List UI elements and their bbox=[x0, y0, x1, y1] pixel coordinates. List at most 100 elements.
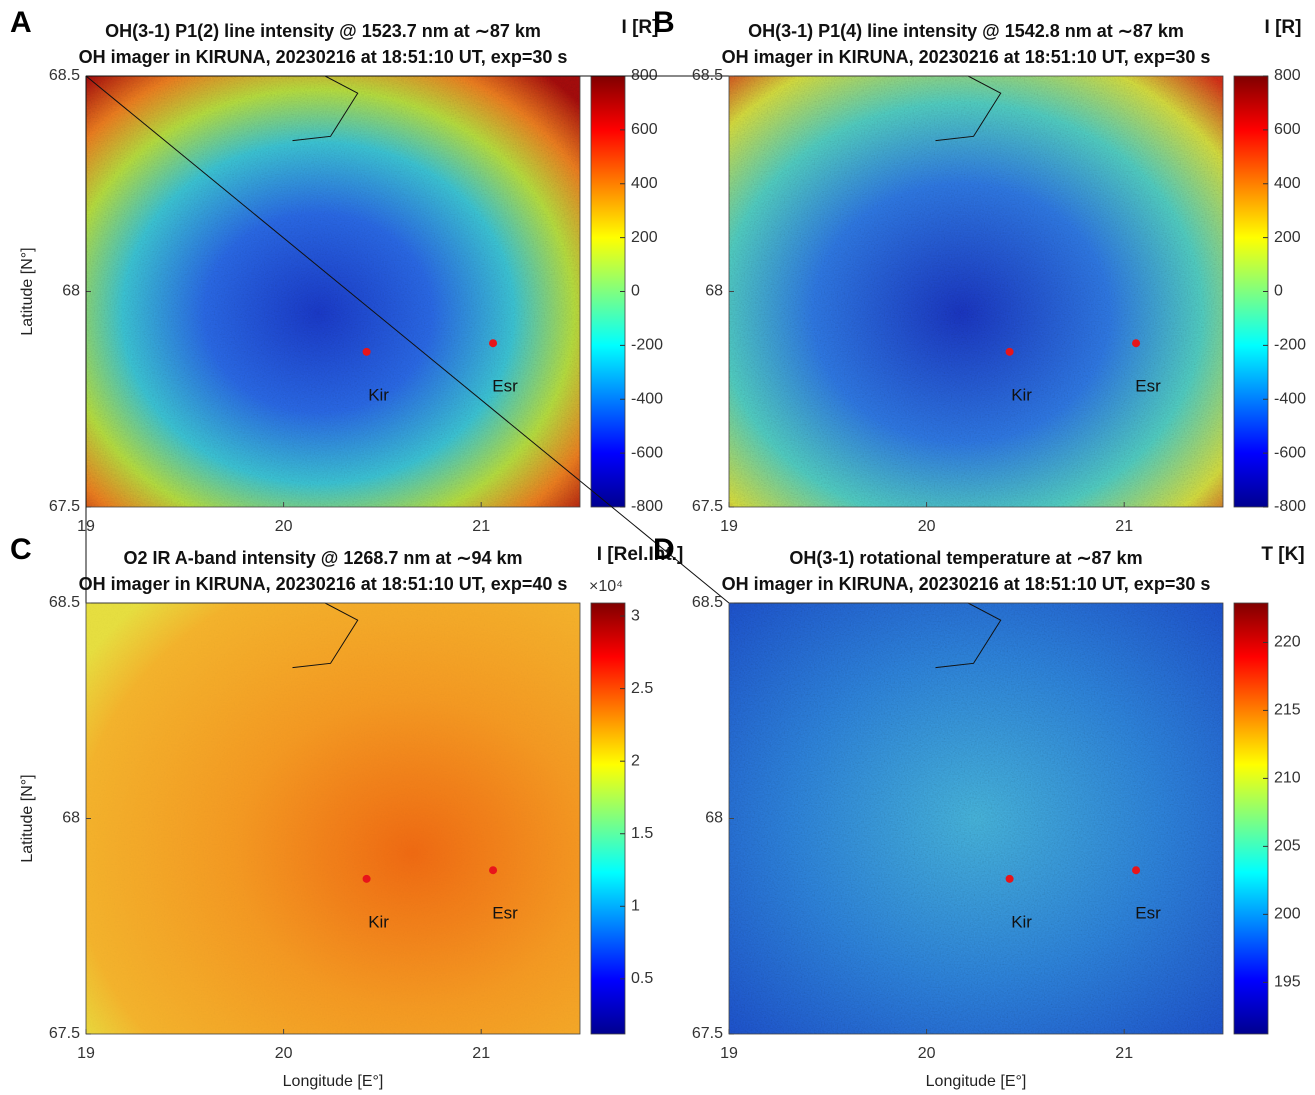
colorbar-tick-label: 0.5 bbox=[631, 970, 653, 987]
field-noise bbox=[729, 76, 1223, 507]
colorbar-tick-label: -600 bbox=[1274, 444, 1306, 461]
site-marker bbox=[1132, 866, 1141, 875]
site-marker bbox=[489, 866, 498, 875]
field-noise bbox=[86, 603, 580, 1034]
x-tick-label: 21 bbox=[1115, 1045, 1133, 1062]
y-tick-label: 68 bbox=[705, 283, 723, 300]
border-line bbox=[86, 75, 1002, 142]
colorbar-tick-label: 0 bbox=[1274, 283, 1283, 300]
site-label: Kir bbox=[1011, 385, 1032, 404]
panel-letter: B bbox=[653, 6, 675, 39]
colorbar bbox=[1233, 602, 1269, 1035]
panel: B OH(3-1) P1(4) line intensity @ 1542.8 n… bbox=[86, 6, 1306, 535]
colorbar-label: T [K] bbox=[1261, 544, 1304, 565]
y-tick-label: 67.5 bbox=[49, 498, 80, 515]
colorbar-tick-label: 1 bbox=[631, 898, 640, 915]
y-tick-label: 68 bbox=[705, 810, 723, 827]
field-noise bbox=[86, 76, 580, 507]
site-marker bbox=[1005, 347, 1014, 356]
panel: C O2 IR A-band intensity @ 1268.7 nm at ∼… bbox=[10, 76, 683, 1090]
site-label: Esr bbox=[492, 377, 518, 396]
y-tick-label: 68.5 bbox=[692, 594, 723, 611]
colorbar-tick-label: -800 bbox=[1274, 498, 1306, 515]
chart-title: OH(3-1) P1(4) line intensity @ 1542.8 nm… bbox=[748, 21, 1184, 41]
chart-title: OH(3-1) P1(2) line intensity @ 1523.7 nm… bbox=[105, 21, 541, 41]
site-marker bbox=[1132, 339, 1141, 348]
colorbar bbox=[590, 602, 626, 1035]
site-label: Esr bbox=[1135, 904, 1161, 923]
panel-letter: C bbox=[10, 533, 32, 566]
colorbar-tick-label: -600 bbox=[631, 444, 663, 461]
colorbar-tick-label: 600 bbox=[1274, 121, 1301, 138]
x-tick-label: 19 bbox=[720, 518, 738, 535]
site-marker bbox=[362, 347, 371, 356]
site-label: Kir bbox=[368, 385, 389, 404]
colorbar-tick-label: 200 bbox=[1274, 229, 1301, 246]
y-tick-label: 67.5 bbox=[692, 498, 723, 515]
x-axis-label: Longitude [E°] bbox=[926, 1073, 1027, 1090]
chart-subtitle: OH imager in KIRUNA, 20230216 at 18:51:1… bbox=[722, 574, 1211, 594]
chart-subtitle: OH imager in KIRUNA, 20230216 at 18:51:1… bbox=[79, 574, 568, 594]
chart-title: O2 IR A-band intensity @ 1268.7 nm at ∼9… bbox=[123, 548, 522, 568]
colorbar-tick-label: 0 bbox=[631, 283, 640, 300]
y-tick-label: 68.5 bbox=[49, 67, 80, 84]
site-marker bbox=[1005, 874, 1014, 883]
site-marker bbox=[362, 874, 371, 883]
site-label: Kir bbox=[368, 912, 389, 931]
colorbar bbox=[1233, 75, 1269, 508]
colorbar-tick-label: 210 bbox=[1274, 770, 1301, 787]
colorbar-scale: ×10⁴ bbox=[589, 578, 623, 595]
colorbar-tick-label: -200 bbox=[631, 337, 663, 354]
y-tick-label: 67.5 bbox=[49, 1025, 80, 1042]
colorbar-tick-label: -400 bbox=[631, 390, 663, 407]
chart-subtitle: OH imager in KIRUNA, 20230216 at 18:51:1… bbox=[722, 47, 1211, 67]
colorbar-tick-label: 400 bbox=[1274, 175, 1301, 192]
colorbar-tick-label: 200 bbox=[631, 229, 658, 246]
x-tick-label: 20 bbox=[918, 518, 936, 535]
colorbar-label: I [R] bbox=[1265, 17, 1302, 38]
y-tick-label: 68 bbox=[62, 283, 80, 300]
border-line bbox=[85, 75, 1002, 669]
field-noise bbox=[729, 603, 1223, 1034]
x-tick-label: 21 bbox=[472, 518, 490, 535]
colorbar-tick-label: 215 bbox=[1274, 702, 1301, 719]
y-tick-label: 68 bbox=[62, 810, 80, 827]
colorbar bbox=[590, 75, 626, 508]
x-tick-label: 21 bbox=[1115, 518, 1133, 535]
panel: A OH(3-1) P1(2) line intensity @ 1523.7 n… bbox=[10, 6, 663, 535]
panel-letter: A bbox=[10, 6, 32, 39]
colorbar-tick-label: 3 bbox=[631, 607, 640, 624]
site-label: Esr bbox=[1135, 377, 1161, 396]
colorbar-tick-label: 600 bbox=[631, 121, 658, 138]
x-tick-label: 20 bbox=[918, 1045, 936, 1062]
panel-letter: D bbox=[653, 533, 675, 566]
colorbar-label: I [R] bbox=[622, 17, 659, 38]
colorbar-tick-label: 2 bbox=[631, 752, 640, 769]
colorbar-tick-label: 800 bbox=[1274, 67, 1301, 84]
colorbar-tick-label: 195 bbox=[1274, 974, 1301, 991]
border-line bbox=[85, 76, 359, 669]
colorbar-label: I [Rel.Int.] bbox=[597, 544, 684, 565]
y-tick-label: 67.5 bbox=[692, 1025, 723, 1042]
colorbar-tick-label: 2.5 bbox=[631, 680, 653, 697]
x-tick-label: 19 bbox=[720, 1045, 738, 1062]
x-axis-label: Longitude [E°] bbox=[283, 1073, 384, 1090]
y-axis-label: Latitude [N°] bbox=[19, 774, 36, 862]
site-marker bbox=[489, 339, 498, 348]
site-label: Esr bbox=[492, 904, 518, 923]
colorbar-tick-label: -200 bbox=[1274, 337, 1306, 354]
y-axis-label: Latitude [N°] bbox=[19, 247, 36, 335]
colorbar-tick-label: 400 bbox=[631, 175, 658, 192]
chart-title: OH(3-1) rotational temperature at ∼87 km bbox=[789, 548, 1142, 568]
colorbar-tick-label: 1.5 bbox=[631, 825, 653, 842]
x-tick-label: 20 bbox=[275, 518, 293, 535]
colorbar-tick-label: 220 bbox=[1274, 634, 1301, 651]
x-tick-label: 20 bbox=[275, 1045, 293, 1062]
x-tick-label: 21 bbox=[472, 1045, 490, 1062]
chart-subtitle: OH imager in KIRUNA, 20230216 at 18:51:1… bbox=[79, 47, 568, 67]
panel: D OH(3-1) rotational temperature at ∼87 k… bbox=[85, 75, 1305, 1090]
y-tick-label: 68.5 bbox=[49, 594, 80, 611]
colorbar-tick-label: -800 bbox=[631, 498, 663, 515]
x-tick-label: 19 bbox=[77, 1045, 95, 1062]
